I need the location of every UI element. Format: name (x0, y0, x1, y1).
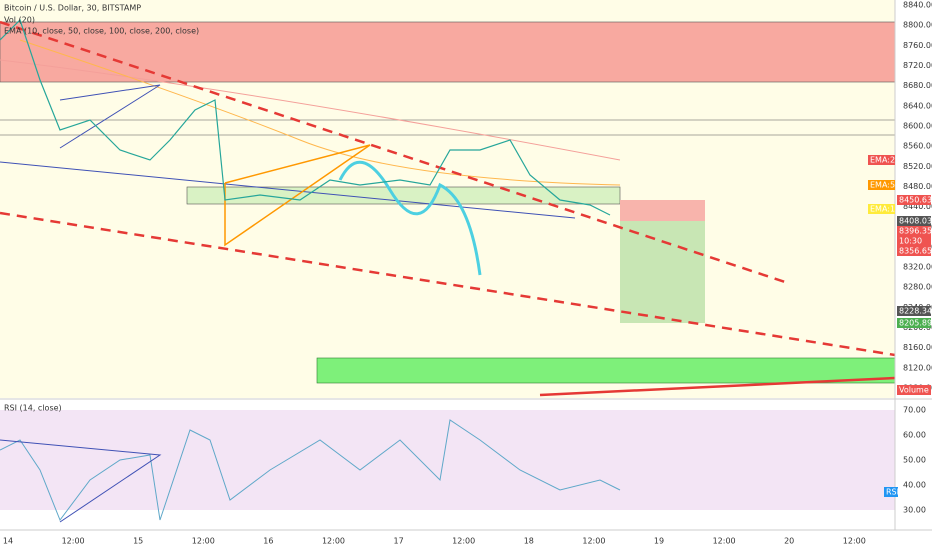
price-label: 8840.00 (903, 1, 932, 10)
price-tag: EMA:50 (870, 181, 900, 190)
price-tag-bg (897, 216, 931, 226)
price-tag: EMA:200 (870, 156, 905, 165)
time-label: 12:00 (62, 537, 85, 546)
time-label: 12:00 (713, 537, 736, 546)
price-tag: 8356.65 (899, 247, 932, 256)
price-label: 8720.00 (903, 61, 932, 70)
price-tag: Volume (899, 386, 929, 395)
ema50 (19, 39, 621, 186)
rsi-label: 40.00 (903, 481, 926, 490)
target-area (620, 221, 705, 323)
time-label: 15 (133, 537, 143, 546)
price-tag-bg (897, 318, 931, 328)
channel (59, 84, 161, 149)
dashed-trend (0, 20, 786, 284)
ema200 (0, 59, 621, 161)
price-tag-bg (897, 306, 931, 316)
price-tag-bg (897, 246, 931, 256)
volume-zone (316, 357, 896, 384)
price-label: 8160.00 (903, 343, 932, 352)
price-label: 8480.00 (903, 182, 932, 191)
time-label: 19 (654, 537, 664, 546)
rsi-label: 70.00 (903, 406, 926, 415)
price-label: 8440.00 (903, 202, 932, 211)
header-rsi: RSI (14, close) (4, 404, 62, 413)
rsi-band (0, 410, 895, 510)
header-vol: Vol (20) (4, 16, 35, 25)
price-tag: 8396.35 (899, 227, 932, 236)
time-label: 12:00 (322, 537, 345, 546)
stop-area (620, 200, 705, 221)
rsi-label: 60.00 (903, 431, 926, 440)
wedge (224, 144, 371, 247)
price-label: 8280.00 (903, 283, 932, 292)
dashed-trend (0, 211, 896, 357)
price-tag: 8228.34 (899, 307, 932, 316)
time-label: 20 (784, 537, 794, 546)
rsi-label: 50.00 (903, 456, 926, 465)
price-label: 8760.00 (903, 41, 932, 50)
price-label: 8800.00 (903, 21, 932, 30)
price-label: 8120.00 (903, 363, 932, 372)
time-label: 12:00 (843, 537, 866, 546)
time-label: 12:00 (582, 537, 605, 546)
price-tag-bg (868, 180, 895, 190)
time-label: 16 (263, 537, 273, 546)
price-tag: 8450.63 (899, 196, 932, 205)
price-label: 8320.00 (903, 263, 932, 272)
rsi-label: 30.00 (903, 506, 926, 515)
price-tag-bg (897, 226, 931, 236)
price-label: 8600.00 (903, 121, 932, 130)
price-tag-bg (884, 487, 898, 497)
price-tag: 8408.03 (899, 217, 932, 226)
rsi-line (0, 419, 621, 522)
price-tag-bg (868, 204, 895, 214)
price-tag: 8205.89 (899, 319, 932, 328)
time-label: 12:00 (452, 537, 475, 546)
price-tag: RSI (886, 488, 899, 497)
price-label: 8520.00 (903, 162, 932, 171)
rsi-trend (0, 439, 162, 523)
volume-trend (539, 376, 896, 397)
projection (338, 160, 482, 276)
price-tag-bg (868, 155, 895, 165)
trend-line (0, 161, 576, 219)
price-label: 8560.00 (903, 142, 932, 151)
time-label: 17 (394, 537, 404, 546)
price-tag: 10:30 (899, 237, 922, 246)
price-tag-bg (897, 195, 931, 205)
header-title: Bitcoin / U.S. Dollar, 30, BITSTAMP (4, 4, 141, 13)
header-ema: EMA (10, close, 50, close, 100, close, 2… (4, 27, 199, 36)
time-label: 18 (524, 537, 534, 546)
price-tag: EMA:10 (870, 205, 900, 214)
price-tag-bg (897, 385, 931, 395)
price-label: 8680.00 (903, 81, 932, 90)
price-tag-bg (897, 236, 931, 246)
price-label: 8640.00 (903, 101, 932, 110)
time-label: 12:00 (192, 537, 215, 546)
time-label: 14 (3, 537, 13, 546)
price-line (0, 18, 611, 216)
